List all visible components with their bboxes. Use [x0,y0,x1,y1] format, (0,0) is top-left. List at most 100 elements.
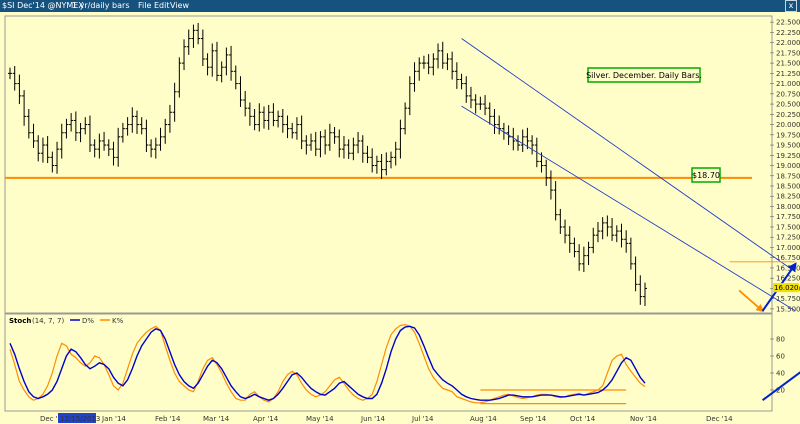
price-bar [12,65,17,91]
price-bar [290,122,295,139]
price-panel [4,15,773,314]
price-bar [78,122,83,143]
price-bar [252,108,257,131]
price-bar [69,113,74,132]
price-bar [581,246,586,273]
close-icon[interactable]: x [785,0,797,12]
menu-view[interactable]: View [170,1,189,10]
price-bar [177,57,182,98]
channel-upper-line [461,38,796,273]
price-bar [257,103,262,132]
price-bar [417,57,422,81]
price-bar [624,230,629,253]
price-bar [262,106,266,129]
price-bar [558,208,563,234]
legend-k: K% [112,317,124,325]
price-bar [144,119,149,153]
x-axis-label: Dec '14 [706,415,733,423]
price-bar [478,96,483,110]
y-tick-label: 16.500 [776,264,800,272]
price-bar [285,115,290,139]
price-bar [102,131,107,151]
x-axis-label: Jan '14 [101,415,126,423]
price-bar [548,170,553,200]
y-tick-label: 19.750 [776,131,800,139]
x-axis-label: Sep '14 [520,415,547,423]
price-bar [553,181,558,221]
menu-file[interactable]: File [138,1,152,10]
price-bar [158,127,163,151]
price-tag-text: $18.70 [692,171,720,180]
symbol-dropdown[interactable]: $SI Dec'14 @NYMEX [2,1,84,10]
x-axis-label: Feb '14 [155,415,181,423]
x-axis-label: Dec '1 [40,415,62,423]
period-dropdown[interactable]: 1 yr/daily bars [72,1,130,10]
price-bar [421,55,426,69]
price-bar [304,135,309,155]
price-bar [633,256,638,292]
y-tick-label: 16.250 [776,275,800,283]
price-bar [572,237,577,258]
price-bar [595,222,600,243]
stoch-d-line [9,325,646,401]
price-bar [153,137,158,159]
x-axis-label: Aug '14 [470,415,497,423]
price-bar [73,111,78,141]
y-tick-label: 17.750 [776,213,800,221]
x-axis-label: Nov '14 [630,415,657,423]
price-bar [374,155,379,174]
y-tick-label: 21.750 [776,49,800,57]
price-bar [525,127,530,150]
price-bar [17,74,22,105]
price-bar [520,129,525,153]
y-tick-label: 15.750 [776,295,800,303]
price-bar [135,110,139,134]
price-bar [516,135,520,151]
y-tick-label: 18.000 [776,203,800,211]
price-bar [214,41,219,82]
price-bar [83,117,88,135]
price-bar [567,226,572,253]
price-bar [59,123,64,159]
price-bar [643,282,647,307]
stoch-title: Stoch [9,317,31,325]
price-bar [327,123,332,151]
price-bar [196,22,201,45]
price-bar [139,117,144,135]
stoch-y-tick-label: 60 [776,353,785,361]
price-bar [50,151,55,173]
price-bar [323,129,328,155]
price-bar [638,275,643,305]
price-bar [299,115,304,150]
price-bar [464,76,469,103]
x-axis-label: Jun '14 [360,415,386,423]
y-tick-label: 17.250 [776,234,800,242]
menu-edit[interactable]: Edit [154,1,170,10]
price-bar [40,137,45,163]
price-bar [628,237,633,270]
price-bar [351,137,356,161]
stoch-y-tick-label: 20 [776,387,785,395]
price-bar [454,62,459,89]
stoch-y-tick-label: 80 [776,336,785,344]
price-bar [384,152,389,176]
y-tick-label: 16.750 [776,254,800,262]
price-bar [341,136,346,159]
price-bar [120,122,125,143]
price-bar [92,139,97,158]
price-bar [492,108,497,134]
price-bar [360,135,365,163]
price-bar [398,119,403,159]
price-bar [379,154,384,180]
price-bar [337,129,342,158]
price-bar [445,53,450,71]
price-bar [313,131,318,157]
price-bar [610,217,615,241]
y-tick-label: 20.250 [776,111,800,119]
stoch-legend: Stoch (14, 7, 7) D% K% [9,317,124,325]
last-price-text: 16.020 [774,284,799,292]
price-bar [393,141,398,166]
price-bar [205,53,210,76]
annotation-box: Silver. December. Daily Bars. [586,67,702,83]
price-bar [130,107,135,133]
